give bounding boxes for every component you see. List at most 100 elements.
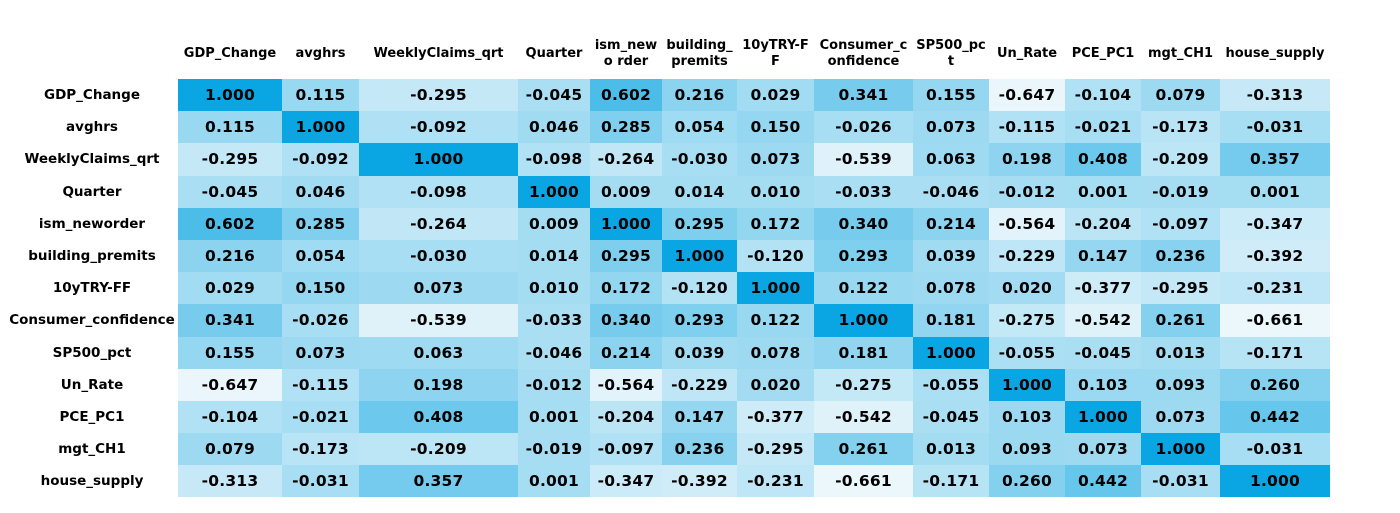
row-label: GDP_Change (6, 79, 178, 111)
heatmap-cell: -0.046 (913, 176, 989, 208)
heatmap-cell: 0.340 (814, 208, 913, 240)
heatmap-cell: 0.357 (1220, 143, 1330, 175)
heatmap-cell: -0.392 (662, 465, 737, 497)
heatmap-cell: -0.542 (1065, 304, 1141, 336)
column-label-text: SP500_pct (913, 38, 989, 70)
heatmap-cell: 1.000 (590, 208, 662, 240)
heatmap-cell: -0.046 (518, 337, 590, 369)
heatmap-cell: -0.231 (1220, 272, 1330, 304)
heatmap-cell: -0.012 (989, 176, 1065, 208)
heatmap-cell: -0.564 (590, 369, 662, 401)
heatmap-cell: -0.030 (662, 143, 737, 175)
heatmap-cell: -0.045 (913, 401, 989, 433)
row-label: PCE_PC1 (6, 401, 178, 433)
heatmap-cell: 0.039 (662, 337, 737, 369)
heatmap-cell: 0.013 (913, 433, 989, 465)
column-label-text: Quarter (518, 46, 590, 62)
heatmap-cell: -0.031 (1220, 433, 1330, 465)
heatmap-cell: 1.000 (989, 369, 1065, 401)
heatmap-cell: 0.122 (737, 304, 814, 336)
heatmap-cell: 0.054 (662, 111, 737, 143)
row-label: building_premits (6, 240, 178, 272)
heatmap-cell: 0.063 (913, 143, 989, 175)
heatmap-cell: 0.001 (1220, 176, 1330, 208)
heatmap-cell: 0.147 (1065, 240, 1141, 272)
heatmap-cell: -0.045 (518, 79, 590, 111)
heatmap-cell: -0.045 (1065, 337, 1141, 369)
column-label: Consumer_c onfidence (814, 28, 913, 79)
heatmap-cell: 0.029 (178, 272, 282, 304)
heatmap-cell: 0.260 (989, 465, 1065, 497)
column-label-text: house_supply (1220, 46, 1330, 62)
heatmap-cell: 0.073 (1141, 401, 1220, 433)
column-label: 10yTRY-FF (737, 28, 814, 79)
heatmap-cell: 0.073 (737, 143, 814, 175)
heatmap-row: house_supply -0.313 -0.031 0.357 0.001 -0.347… (6, 465, 1330, 497)
heatmap-row: GDP_Change 1.000 0.115 -0.295 -0.045 0.602 0.2… (6, 79, 1330, 111)
heatmap-cell: 0.039 (913, 240, 989, 272)
heatmap-cell: -0.021 (282, 401, 359, 433)
heatmap-cell: 0.293 (662, 304, 737, 336)
heatmap-cell: -0.347 (1220, 208, 1330, 240)
column-label: Quarter (518, 28, 590, 79)
heatmap-body: GDP_Change 1.000 0.115 -0.295 -0.045 0.602 0.2… (6, 79, 1330, 497)
heatmap-cell: 0.009 (590, 176, 662, 208)
heatmap-cell: 1.000 (1065, 401, 1141, 433)
column-label: ism_newo rder (590, 28, 662, 79)
heatmap-cell: 0.442 (1065, 465, 1141, 497)
heatmap-row: building_premits 0.216 0.054 -0.030 0.014 0.2… (6, 240, 1330, 272)
heatmap-cell: 0.261 (1141, 304, 1220, 336)
heatmap-cell: 0.261 (814, 433, 913, 465)
heatmap-cell: 0.078 (913, 272, 989, 304)
heatmap-cell: -0.313 (1220, 79, 1330, 111)
heatmap-cell: 0.122 (814, 272, 913, 304)
heatmap-cell: -0.104 (178, 401, 282, 433)
heatmap-cell: -0.377 (737, 401, 814, 433)
heatmap-cell: -0.104 (1065, 79, 1141, 111)
heatmap-cell: -0.019 (518, 433, 590, 465)
heatmap-cell: 0.073 (1065, 433, 1141, 465)
heatmap-row: avghrs 0.115 1.000 -0.092 0.046 0.285 0.054 0.1… (6, 111, 1330, 143)
heatmap-cell: 0.181 (913, 304, 989, 336)
heatmap-cell: -0.377 (1065, 272, 1141, 304)
heatmap-cell: -0.204 (590, 401, 662, 433)
heatmap-row: 10yTRY-FF 0.029 0.150 0.073 0.010 0.172 -0.120… (6, 272, 1330, 304)
heatmap-cell: -0.097 (1141, 208, 1220, 240)
row-label: house_supply (6, 465, 178, 497)
heatmap-cell: 1.000 (178, 79, 282, 111)
heatmap-cell: 0.029 (737, 79, 814, 111)
heatmap-cell: 0.010 (737, 176, 814, 208)
heatmap-cell: 0.054 (282, 240, 359, 272)
column-label: SP500_pct (913, 28, 989, 79)
heatmap-cell: -0.647 (989, 79, 1065, 111)
row-label: Quarter (6, 176, 178, 208)
heatmap-cell: 0.216 (178, 240, 282, 272)
row-label: SP500_pct (6, 337, 178, 369)
heatmap-cell: 0.236 (662, 433, 737, 465)
heatmap-cell: 0.020 (737, 369, 814, 401)
heatmap-cell: 0.013 (1141, 337, 1220, 369)
heatmap-cell: -0.055 (989, 337, 1065, 369)
heatmap-cell: 0.442 (1220, 401, 1330, 433)
heatmap-cell: 1.000 (282, 111, 359, 143)
heatmap-cell: -0.661 (814, 465, 913, 497)
column-label-text: 10yTRY-FF (737, 38, 814, 70)
heatmap-cell: -0.264 (359, 208, 518, 240)
heatmap-cell: 1.000 (913, 337, 989, 369)
heatmap-cell: -0.026 (814, 111, 913, 143)
heatmap-cell: -0.033 (518, 304, 590, 336)
heatmap-cell: -0.173 (1141, 111, 1220, 143)
heatmap-cell: -0.229 (662, 369, 737, 401)
heatmap-cell: 1.000 (662, 240, 737, 272)
column-label-text: avghrs (282, 46, 359, 62)
heatmap-row: SP500_pct 0.155 0.073 0.063 -0.046 0.214 0.039… (6, 337, 1330, 369)
heatmap-row: ism_neworder 0.602 0.285 -0.264 0.009 1.000 0.… (6, 208, 1330, 240)
column-label-text: Un_Rate (989, 46, 1065, 62)
heatmap-row: WeeklyClaims_qrt -0.295 -0.092 1.000 -0.098-… (6, 143, 1330, 175)
heatmap-cell: -0.026 (282, 304, 359, 336)
heatmap-cell: 0.214 (590, 337, 662, 369)
heatmap-cell: -0.115 (989, 111, 1065, 143)
column-label-text: Consumer_c onfidence (814, 38, 913, 70)
heatmap-cell: 0.115 (282, 79, 359, 111)
heatmap-cell: -0.120 (737, 240, 814, 272)
